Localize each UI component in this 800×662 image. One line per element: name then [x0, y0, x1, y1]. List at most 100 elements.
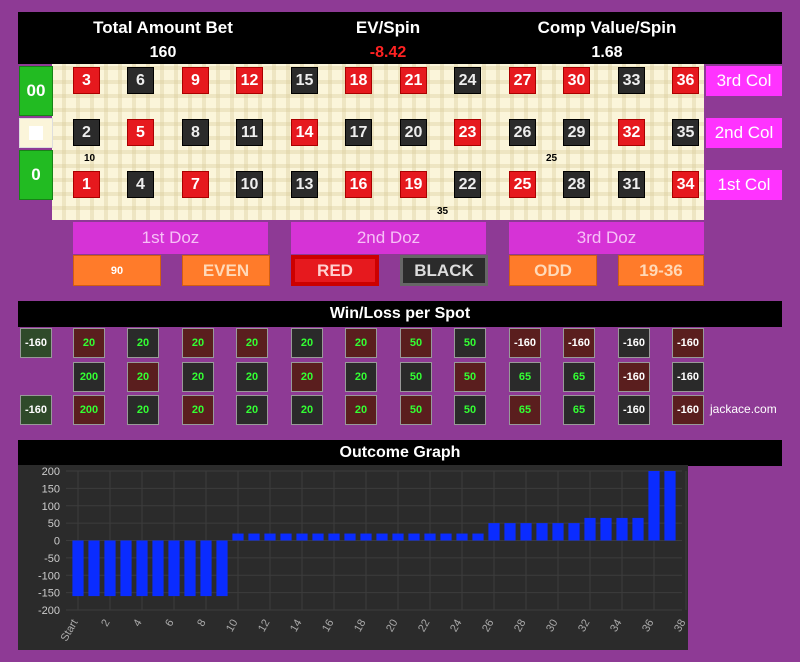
y-tick-label: -50 [44, 553, 60, 565]
outcome-bar [552, 523, 564, 541]
zero-0-button[interactable]: 0 [19, 150, 53, 200]
col-1-button[interactable]: 1st Col [706, 170, 782, 200]
winloss-zero-cell: -160 [20, 328, 52, 358]
total-bet-value: 160 [149, 44, 177, 61]
number-30-button[interactable]: 30 [563, 67, 590, 94]
comp-value: 1.68 [591, 44, 623, 61]
outcome-bar [136, 540, 148, 597]
winloss-cell: -160 [618, 395, 650, 425]
number-29-button[interactable]: 29 [563, 119, 590, 146]
number-36-button[interactable]: 36 [672, 67, 699, 94]
stats-header: Total Amount Bet 160 EV/Spin -8.42 Comp … [18, 12, 782, 64]
winloss-cell: 50 [454, 328, 486, 358]
number-1-button[interactable]: 1 [73, 171, 100, 198]
number-35-button[interactable]: 35 [672, 119, 699, 146]
y-tick-label: 200 [42, 466, 60, 478]
winloss-cell: 50 [400, 328, 432, 358]
number-23-button[interactable]: 23 [454, 119, 481, 146]
x-tick-label: 38 [672, 618, 688, 635]
black-button[interactable]: BLACK [400, 255, 488, 286]
number-25-button[interactable]: 25 [509, 171, 536, 198]
winloss-cell: 50 [454, 395, 486, 425]
winloss-cell: 20 [236, 362, 268, 392]
winloss-cell: 20 [236, 395, 268, 425]
number-7-button[interactable]: 7 [182, 171, 209, 198]
red-button[interactable]: RED [291, 255, 379, 286]
winloss-cell: 20 [127, 362, 159, 392]
winloss-cell: 20 [236, 328, 268, 358]
dozen-1-button[interactable]: 1st Doz [73, 222, 268, 254]
low-1-18-button[interactable]: 90 [73, 255, 161, 286]
x-tick-label: 18 [352, 618, 369, 635]
even-button[interactable]: EVEN [182, 255, 270, 286]
winloss-cell: 20 [182, 395, 214, 425]
number-3-button[interactable]: 3 [73, 67, 100, 94]
number-33-button[interactable]: 33 [618, 67, 645, 94]
x-tick-label: 28 [512, 618, 529, 635]
number-2-button[interactable]: 2 [73, 119, 100, 146]
outcome-bar [264, 533, 276, 541]
winloss-cell: -160 [509, 328, 541, 358]
zero-split-button[interactable] [19, 118, 53, 148]
number-22-button[interactable]: 22 [454, 171, 481, 198]
dozen-3-button[interactable]: 3rd Doz [509, 222, 704, 254]
high-19-36-button[interactable]: 19-36 [618, 255, 704, 286]
x-tick-label: 14 [288, 618, 305, 635]
graph-title: Outcome Graph [18, 440, 782, 466]
number-10-button[interactable]: 10 [236, 171, 263, 198]
x-tick-label: 24 [448, 618, 465, 635]
number-11-button[interactable]: 11 [236, 119, 263, 146]
dozen-2-button[interactable]: 2nd Doz [291, 222, 486, 254]
col-3-button[interactable]: 3rd Col [706, 66, 782, 96]
winloss-cell: 50 [400, 395, 432, 425]
outcome-bar [392, 533, 404, 541]
number-8-button[interactable]: 8 [182, 119, 209, 146]
number-19-button[interactable]: 19 [400, 171, 427, 198]
x-tick-label: 16 [320, 618, 337, 635]
outcome-bar [488, 523, 500, 541]
outcome-bar [72, 540, 84, 597]
number-16-button[interactable]: 16 [345, 171, 372, 198]
number-26-button[interactable]: 26 [509, 119, 536, 146]
number-32-button[interactable]: 32 [618, 119, 645, 146]
number-31-button[interactable]: 31 [618, 171, 645, 198]
number-18-button[interactable]: 18 [345, 67, 372, 94]
winloss-title: Win/Loss per Spot [18, 301, 782, 327]
number-24-button[interactable]: 24 [454, 67, 481, 94]
number-34-button[interactable]: 34 [672, 171, 699, 198]
number-17-button[interactable]: 17 [345, 119, 372, 146]
winloss-cell: -160 [672, 362, 704, 392]
outcome-bar [200, 540, 212, 597]
col-2-button[interactable]: 2nd Col [706, 118, 782, 148]
number-20-button[interactable]: 20 [400, 119, 427, 146]
number-6-button[interactable]: 6 [127, 67, 154, 94]
number-28-button[interactable]: 28 [563, 171, 590, 198]
number-4-button[interactable]: 4 [127, 171, 154, 198]
y-tick-label: -150 [38, 588, 60, 600]
number-13-button[interactable]: 13 [291, 171, 318, 198]
zero-00-button[interactable]: 00 [19, 66, 53, 116]
x-tick-label: 26 [480, 618, 497, 635]
odd-button[interactable]: ODD [509, 255, 597, 286]
number-15-button[interactable]: 15 [291, 67, 318, 94]
x-tick-label: 12 [256, 618, 273, 635]
x-tick-label: 34 [608, 618, 625, 635]
y-tick-label: 0 [54, 536, 60, 548]
number-12-button[interactable]: 12 [236, 67, 263, 94]
x-tick-label: 10 [224, 618, 241, 635]
outcome-bar [616, 517, 628, 541]
number-5-button[interactable]: 5 [127, 119, 154, 146]
credit-link[interactable]: jackace.com [710, 402, 777, 416]
number-9-button[interactable]: 9 [182, 67, 209, 94]
winloss-cell: 20 [127, 395, 159, 425]
outcome-bar [104, 540, 116, 597]
outcome-graph: 200 150 100 50 0 -50 -100 -150 -200 Start 2 4 6 8 10 12… [18, 465, 689, 650]
y-tick-label: -100 [38, 570, 60, 582]
winloss-cell: 20 [345, 395, 377, 425]
number-21-button[interactable]: 21 [400, 67, 427, 94]
number-14-button[interactable]: 14 [291, 119, 318, 146]
winloss-cell: 65 [563, 395, 595, 425]
x-tick-label: 8 [195, 618, 208, 629]
winloss-cell: -160 [672, 328, 704, 358]
number-27-button[interactable]: 27 [509, 67, 536, 94]
